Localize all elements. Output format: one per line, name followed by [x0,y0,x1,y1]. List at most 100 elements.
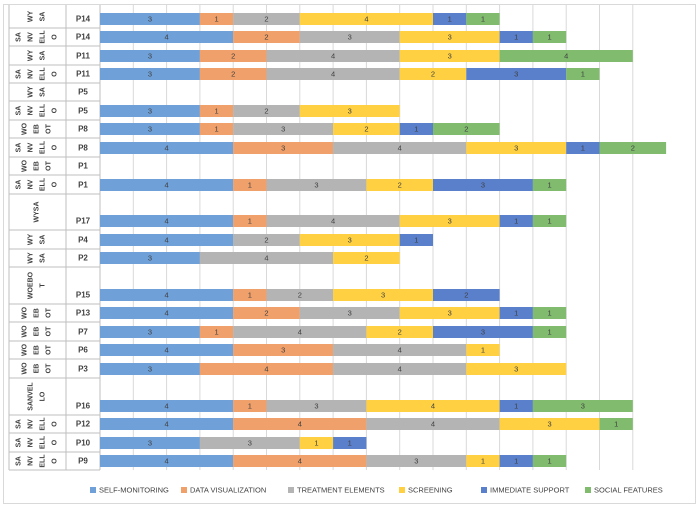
data-label: 1 [248,217,252,226]
data-label: 3 [148,107,152,116]
data-label: 3 [448,33,452,42]
bar-segment [100,344,234,356]
data-label: 2 [298,291,302,300]
participant-label: P10 [76,439,91,448]
data-label: 4 [431,402,435,411]
data-label: 2 [264,15,268,24]
bar-segment [100,13,200,25]
participant-label: P14 [76,15,91,24]
data-label: 1 [414,125,418,134]
bar-segment [100,234,234,246]
bar-segment [100,31,234,43]
bar-segment [233,455,367,467]
data-label: 1 [514,309,518,318]
data-label: 3 [414,457,418,466]
group-code-label: NV [28,69,35,79]
participant-label: P17 [76,217,91,226]
data-label: 3 [481,328,485,337]
bar-segment [599,142,667,154]
participant-label: P11 [76,52,90,61]
bar-segment [299,105,400,117]
data-label: 3 [281,346,285,355]
bar-segment [532,215,567,227]
group-code-label: NV [28,456,35,466]
bar-segment [499,215,533,227]
bar-segment [233,400,267,412]
bar-segment [333,289,433,301]
bar-segment [199,50,267,62]
bar-segment [299,234,400,246]
bar-segment [499,455,533,467]
participant-label: P5 [78,107,88,116]
group-code-label: ELL [40,30,47,44]
bar-segment [266,50,400,62]
data-label: 2 [398,328,402,337]
group-code-label: WOEBO [28,271,35,299]
data-label: 1 [448,15,452,24]
bar-segment [366,400,500,412]
group-code-label: SA [16,32,23,42]
participant-label: P14 [76,33,91,42]
data-label: 4 [398,346,402,355]
data-label: 3 [148,70,152,79]
bar-segment [566,142,600,154]
data-label: 1 [248,402,252,411]
group-code-label: O [52,421,59,427]
group-code-label: NV [28,419,35,429]
legend-swatch [288,487,294,493]
group-code-label: SA [16,180,23,190]
group-code-label: OT [46,344,53,354]
group-code-label: EB [34,161,41,171]
bar-segment [233,123,334,135]
bar-segment [366,418,500,430]
data-label: 2 [264,236,268,245]
data-label: 4 [264,254,268,263]
bar-segment [199,123,234,135]
data-label: 2 [264,309,268,318]
data-label: 3 [148,328,152,337]
bar-segment [499,400,533,412]
bar-segment [466,363,567,375]
data-label: 4 [331,52,335,61]
bar-segment [333,142,467,154]
data-label: 1 [314,439,318,448]
group-code-label: O [52,107,59,113]
bar-segment [100,215,234,227]
bar-segment [433,179,533,191]
data-label: 3 [148,52,152,61]
data-label: 1 [214,15,218,24]
legend-swatch [90,487,96,493]
bar-segment [532,326,567,338]
bar-segment [499,31,533,43]
bar-segment [333,437,367,449]
group-code-label: SA [16,143,23,153]
group-code-label: SA [40,87,47,97]
data-label: 1 [514,33,518,42]
bar-segment [399,123,433,135]
group-code-label: OT [46,123,53,133]
participant-label: P4 [78,236,88,245]
data-label: 2 [264,33,268,42]
participant-label: P5 [78,88,88,97]
bar-segment [599,418,633,430]
data-label: 1 [547,217,551,226]
bar-segment [233,307,300,319]
bar-segment [100,400,234,412]
participant-label: P6 [78,346,88,355]
bar-segment [100,252,200,264]
group-code-label: NV [28,32,35,42]
bar-segment [266,289,334,301]
bar-segment [399,307,500,319]
data-label: 4 [165,181,169,190]
group-code-label: WY [28,11,35,23]
data-label: 4 [165,236,169,245]
data-label: 1 [214,328,218,337]
group-code-label: ELL [40,140,47,154]
bar-segment [299,437,334,449]
group-code-label: ELL [40,417,47,431]
bar-segment [100,289,234,301]
data-label: 2 [231,70,235,79]
participant-label: P2 [78,254,88,263]
